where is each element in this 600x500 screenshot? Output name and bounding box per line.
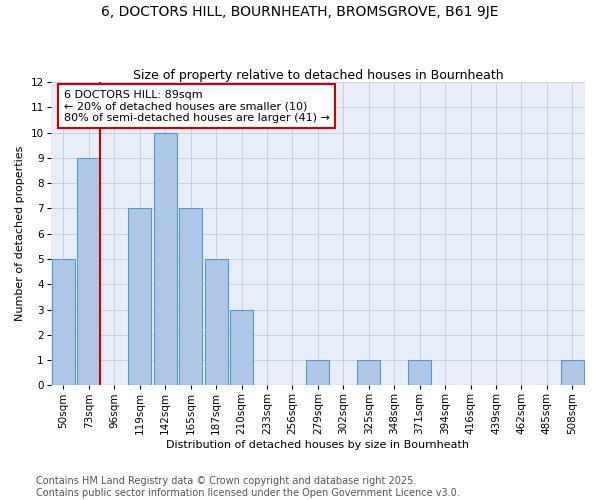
Bar [154,132,176,386]
Bar [128,208,151,386]
Text: 6 DOCTORS HILL: 89sqm
← 20% of detached houses are smaller (10)
80% of semi-deta: 6 DOCTORS HILL: 89sqm ← 20% of detached … [64,90,330,123]
Text: Contains HM Land Registry data © Crown copyright and database right 2025.
Contai: Contains HM Land Registry data © Crown c… [36,476,460,498]
Bar [77,158,100,386]
Bar [179,208,202,386]
Bar [561,360,584,386]
Text: 6, DOCTORS HILL, BOURNHEATH, BROMSGROVE, B61 9JE: 6, DOCTORS HILL, BOURNHEATH, BROMSGROVE,… [101,5,499,19]
Bar [230,310,253,386]
Bar [52,259,75,386]
Y-axis label: Number of detached properties: Number of detached properties [15,146,25,322]
Title: Size of property relative to detached houses in Bournheath: Size of property relative to detached ho… [133,69,503,82]
Bar [408,360,431,386]
Bar [307,360,329,386]
X-axis label: Distribution of detached houses by size in Bournheath: Distribution of detached houses by size … [166,440,469,450]
Bar [205,259,227,386]
Bar [358,360,380,386]
